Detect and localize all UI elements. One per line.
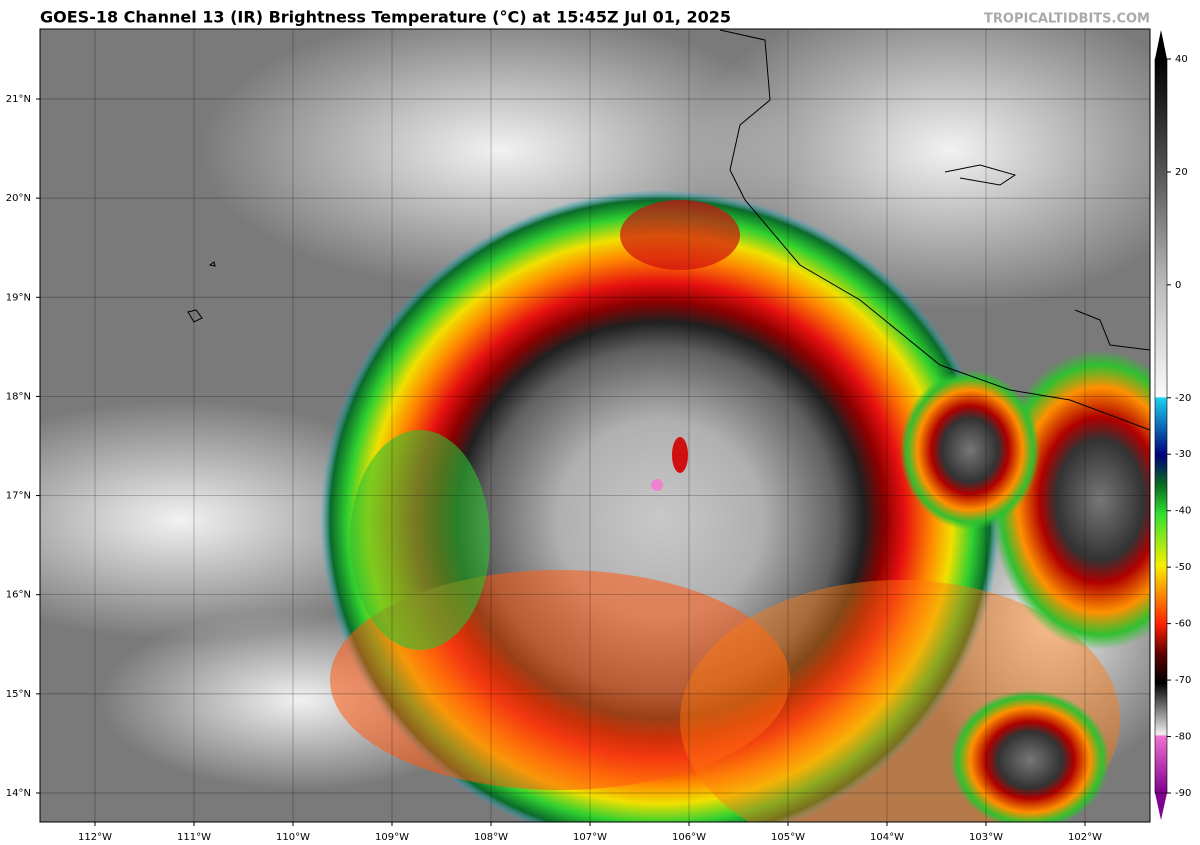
lat-label: 20°N (6, 193, 31, 204)
colorbar-tick-label: -40 (1175, 506, 1191, 517)
colorbar-tick-label: -30 (1175, 449, 1191, 460)
lon-label: 110°W (276, 832, 310, 843)
colorbar-tick-label: 20 (1175, 167, 1188, 178)
colorbar: 40 20 0 -20 -30 -40 -50 -60 -70 -80 -90 (1154, 30, 1191, 820)
graticule: 112°W 111°W 110°W 109°W 108°W 107°W 106°W 105°W… (6, 29, 1150, 843)
colorbar-tick-label: 0 (1175, 280, 1181, 291)
colorbar-tick-label: -20 (1175, 393, 1191, 404)
colorbar-tick-label: -50 (1175, 562, 1191, 573)
lon-label: 109°W (375, 832, 409, 843)
map-frame (39, 28, 1151, 823)
lon-label: 108°W (474, 832, 508, 843)
lon-label: 106°W (672, 832, 706, 843)
colorbar-tick-label: -80 (1175, 732, 1191, 743)
lon-label: 103°W (969, 832, 1003, 843)
colorbar-tick-label: 40 (1175, 54, 1188, 65)
lon-label: 112°W (78, 832, 112, 843)
lat-label: 14°N (6, 788, 31, 799)
lat-label: 17°N (6, 491, 31, 502)
colorbar-tick-label: -70 (1175, 675, 1191, 686)
title: GOES-18 Channel 13 (IR) Brightness Tempe… (40, 8, 731, 27)
lat-label: 15°N (6, 689, 31, 700)
colorbar-tick-label: -90 (1175, 788, 1191, 799)
lat-label: 19°N (6, 292, 31, 303)
lat-label: 16°N (6, 590, 31, 601)
colorbar-tick-label: -60 (1175, 619, 1191, 630)
watermark: TROPICALTIDBITS.COM (984, 12, 1150, 27)
lon-label: 107°W (573, 832, 607, 843)
lon-label: 111°W (177, 832, 211, 843)
lon-label: 104°W (870, 832, 904, 843)
lon-label: 105°W (771, 832, 805, 843)
lat-label: 21°N (6, 94, 31, 105)
lat-label: 18°N (6, 391, 31, 402)
lon-label: 102°W (1068, 832, 1102, 843)
